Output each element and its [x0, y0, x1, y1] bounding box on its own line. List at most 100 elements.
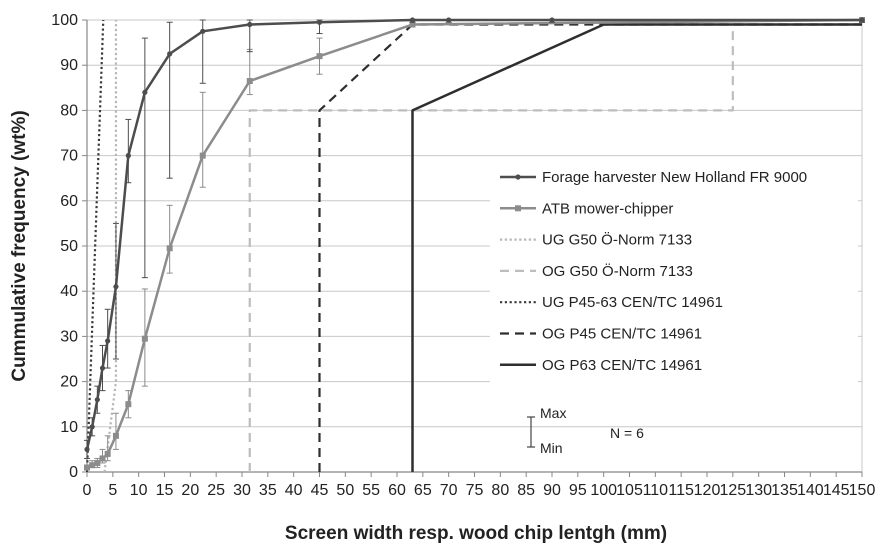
data-point-1-6	[125, 401, 132, 408]
y-tick-label-40: 40	[60, 283, 78, 300]
legend-label-3: OG G50 Ö-Norm 7133	[542, 262, 693, 280]
legend-background	[490, 158, 858, 398]
series-line-4	[85, 19, 105, 473]
data-point-1-2	[94, 459, 101, 466]
series-line-2	[103, 20, 118, 473]
data-point-0-10	[247, 21, 253, 28]
y-tick-labels: 0 10 20 30 40 50 60 70 80 90 100	[51, 12, 78, 481]
data-point-0-0	[84, 446, 90, 452]
data-point-0-12	[409, 17, 416, 23]
x-tick-label-140: 140	[797, 482, 824, 499]
x-tick-label-95: 95	[569, 482, 587, 499]
data-point-0-9	[200, 28, 206, 34]
x-tick-label-30: 30	[233, 482, 251, 499]
n-label: N = 6	[610, 425, 644, 441]
x-tick-label-75: 75	[466, 482, 484, 499]
data-point-0-4	[105, 338, 111, 344]
y-tick-label-0: 0	[69, 464, 78, 481]
x-tick-label-90: 90	[543, 482, 561, 499]
data-point-1-3	[99, 455, 106, 462]
series-2	[103, 20, 118, 473]
annotations: Max Min N = 6	[527, 405, 644, 456]
x-tick-label-110: 110	[643, 482, 669, 499]
y-axis-title: Cummulative frequency (wt%)	[9, 110, 30, 381]
series-3	[248, 23, 862, 472]
data-point-0-13	[446, 17, 452, 23]
data-point-0-3	[99, 365, 106, 371]
x-tick-label-125: 125	[719, 482, 746, 499]
data-point-1-0	[84, 464, 90, 471]
x-tick-label-130: 130	[745, 482, 772, 499]
y-tick-label-20: 20	[60, 374, 78, 391]
x-tick-label-10: 10	[130, 482, 148, 499]
series-line-0	[85, 18, 862, 450]
x-tick-label-65: 65	[414, 482, 432, 499]
x-tick-label-60: 60	[388, 482, 406, 499]
y-tick-label-60: 60	[60, 193, 78, 210]
axes	[82, 19, 863, 477]
data-point-0-5	[113, 284, 119, 290]
data-point-0-2	[94, 397, 100, 403]
x-tick-label-85: 85	[517, 482, 535, 499]
legend-label-1: ATB mower-chipper	[542, 200, 673, 217]
x-tick-label-25: 25	[207, 482, 225, 499]
x-tick-label-100: 100	[590, 482, 617, 499]
y-tick-label-90: 90	[60, 57, 78, 74]
data-point-1-11	[316, 53, 323, 60]
y-tick-label-100: 100	[51, 12, 78, 29]
x-tick-label-70: 70	[440, 482, 458, 499]
data-point-1-7	[141, 335, 148, 342]
x-tick-label-5: 5	[108, 482, 117, 499]
x-tick-label-120: 120	[694, 482, 721, 499]
x-tick-label-15: 15	[156, 482, 174, 499]
y-tick-label-50: 50	[60, 238, 78, 255]
x-tick-label-35: 35	[259, 482, 277, 499]
data-point-1-1	[89, 462, 96, 469]
data-point-1-5	[112, 432, 119, 439]
y-tick-label-80: 80	[60, 102, 78, 119]
legend-label-0: Forage harvester New Holland FR 9000	[542, 169, 807, 186]
data-point-0-1	[89, 424, 95, 430]
legend-label-5: OG P45 CEN/TC 14961	[542, 326, 702, 343]
legend-marker-1	[515, 205, 521, 212]
x-tick-label-135: 135	[771, 482, 798, 499]
x-tick-label-150: 150	[849, 482, 876, 499]
data-point-1-9	[199, 152, 206, 159]
data-point-0-6	[125, 153, 131, 159]
x-tick-label-80: 80	[491, 482, 509, 499]
legend: Forage harvester New Holland FR 9000 ATB …	[490, 158, 858, 398]
legend-label-2: UG G50 Ö-Norm 7133	[542, 231, 692, 249]
min-label: Min	[540, 440, 563, 456]
y-tick-label-10: 10	[60, 419, 78, 436]
series-1	[84, 17, 865, 471]
x-tick-label-115: 115	[668, 482, 694, 499]
series-line-3	[248, 23, 862, 472]
series-line-6	[411, 23, 862, 472]
max-label: Max	[540, 405, 566, 421]
x-tick-label-50: 50	[336, 482, 354, 499]
x-tick-label-45: 45	[311, 482, 329, 499]
series-layer	[84, 17, 865, 473]
x-tick-label-105: 105	[616, 482, 643, 499]
y-tick-label-70: 70	[60, 148, 78, 165]
data-point-0-14	[549, 17, 555, 23]
data-point-1-4	[104, 450, 111, 457]
legend-label-4: UG P45-63 CEN/TC 14961	[542, 294, 723, 311]
series-4	[85, 19, 105, 473]
x-tick-label-145: 145	[823, 482, 850, 499]
x-tick-label-55: 55	[362, 482, 380, 499]
data-point-1-10	[246, 78, 253, 85]
series-6	[411, 23, 862, 472]
y-tick-label-30: 30	[60, 328, 78, 345]
x-axis-title: Screen width resp. wood chip lentgh (mm)	[285, 523, 667, 544]
data-point-0-8	[167, 51, 173, 57]
legend-marker-0	[515, 174, 521, 180]
data-point-0-11	[316, 19, 323, 25]
x-tick-labels: 0 5 10 15 20 25 30 35 40 45 50 55 60 65 70 75 80 85 90 95 10…	[83, 482, 876, 499]
x-tick-label-0: 0	[83, 482, 92, 499]
x-tick-label-20: 20	[181, 482, 199, 499]
data-point-0-7	[142, 89, 148, 95]
data-point-1-8	[166, 245, 173, 252]
